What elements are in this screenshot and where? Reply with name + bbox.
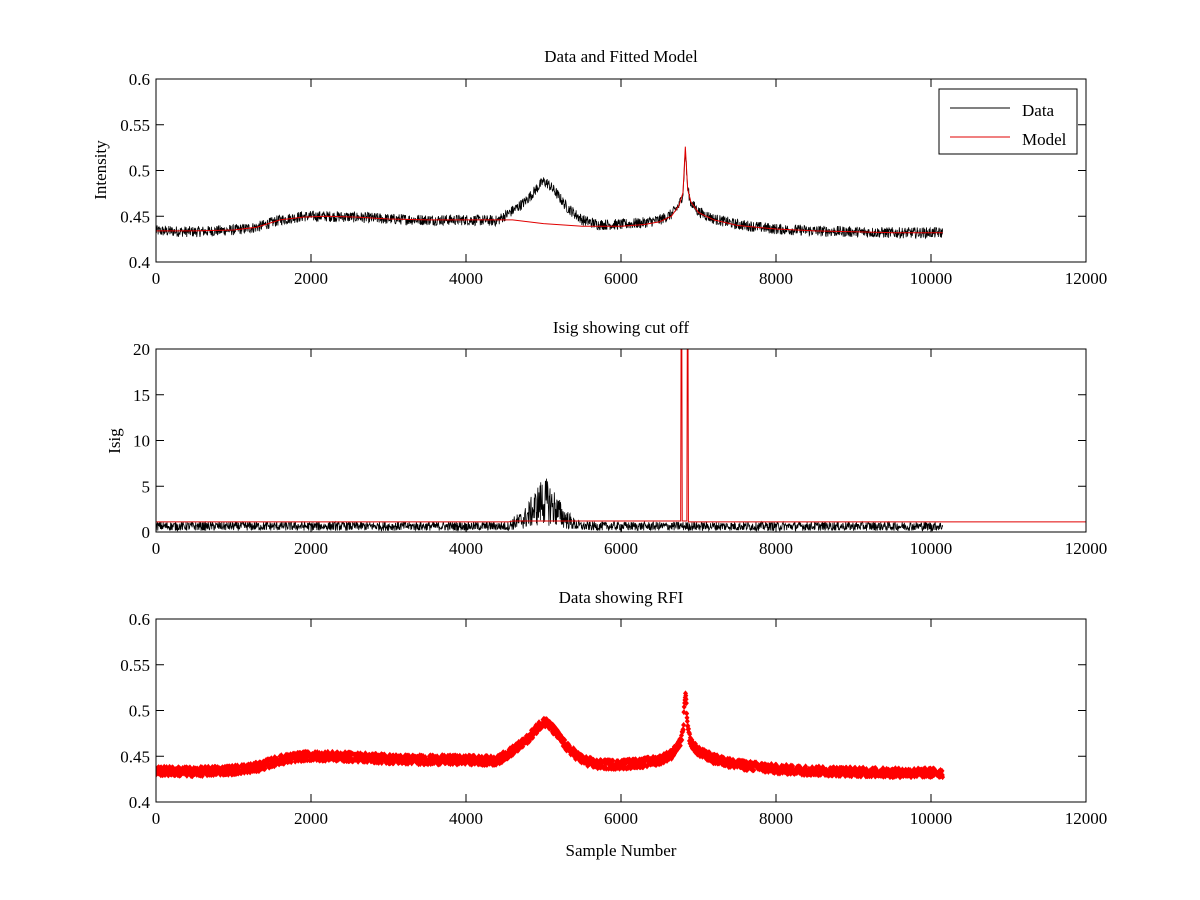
data-marker — [627, 756, 632, 763]
x-tick-label: 8000 — [759, 269, 793, 288]
data-marker — [683, 700, 689, 707]
x-tick-label: 10000 — [910, 809, 953, 828]
series-model-line — [156, 146, 943, 234]
data-marker — [790, 763, 796, 769]
legend-label-model: Model — [1022, 130, 1067, 149]
x-tick-label: 10000 — [910, 269, 953, 288]
x-tick-label: 8000 — [759, 809, 793, 828]
chart-title: Isig showing cut off — [553, 318, 689, 337]
plot-area — [156, 146, 944, 240]
chart-title: Data showing RFI — [559, 588, 684, 607]
x-axis-label: Sample Number — [566, 841, 677, 860]
data-marker — [683, 692, 689, 699]
y-tick-label: 5 — [142, 477, 151, 496]
y-tick-label: 0 — [142, 523, 151, 542]
data-marker — [677, 742, 683, 749]
legend: Data Model — [938, 88, 1078, 155]
data-marker — [686, 725, 691, 732]
x-tick-label: 12000 — [1065, 539, 1108, 558]
y-axis-label: Isig — [105, 428, 124, 454]
x-tick-label: 2000 — [294, 269, 328, 288]
x-tick-label: 6000 — [604, 809, 638, 828]
data-marker — [562, 737, 568, 743]
x-tick-label: 2000 — [294, 809, 328, 828]
x-tick-label: 4000 — [449, 269, 483, 288]
data-marker — [939, 767, 945, 774]
chart-title: Data and Fitted Model — [544, 47, 698, 66]
y-tick-label: 0.45 — [120, 747, 150, 766]
x-tick-label: 12000 — [1065, 809, 1108, 828]
y-axis-label: Intensity — [91, 140, 110, 200]
data-marker — [252, 764, 258, 770]
x-tick-label: 6000 — [604, 269, 638, 288]
plot-area — [156, 349, 1086, 532]
x-tick-label: 4000 — [449, 809, 483, 828]
y-tick-label: 0.55 — [120, 656, 150, 675]
x-tick-label: 0 — [152, 809, 161, 828]
x-tick-label: 4000 — [449, 539, 483, 558]
y-tick-label: 0.45 — [120, 207, 150, 226]
axes: 0 2000 4000 6000 8000 10000 12000 0.4 0.45 0.5 0.5… — [120, 70, 1107, 288]
series-isig-band-line — [156, 478, 944, 532]
data-marker — [680, 726, 686, 733]
x-tick-label: 12000 — [1065, 269, 1108, 288]
y-tick-label: 0.55 — [120, 116, 150, 135]
x-tick-label: 0 — [152, 539, 161, 558]
y-tick-label: 0.5 — [129, 702, 150, 721]
series-rfi-markers — [156, 690, 946, 781]
x-tick-label: 2000 — [294, 539, 328, 558]
x-tick-label: 8000 — [759, 539, 793, 558]
chart-panel-data-showing-rfi: Data showing RFI Sample Number 0 2000 4000… — [120, 588, 1107, 860]
data-marker — [751, 767, 757, 774]
x-tick-label: 0 — [152, 269, 161, 288]
y-tick-label: 0.4 — [129, 253, 151, 272]
y-tick-label: 0.6 — [129, 610, 150, 629]
y-tick-label: 10 — [133, 432, 150, 451]
data-marker — [679, 737, 685, 743]
legend-box — [938, 88, 1078, 155]
data-marker — [683, 696, 689, 703]
chart-panel-data-and-fitted-model: Data and Fitted Model Intensity 0 2000 400… — [91, 47, 1107, 288]
data-marker — [940, 774, 946, 781]
axes: 0 2000 4000 6000 8000 10000 12000 0 5 10 15 20 — [133, 340, 1107, 558]
y-tick-label: 15 — [133, 386, 150, 405]
chart-panel-isig-showing-cut-off: Isig showing cut off Isig 0 2000 4000 6000 8… — [105, 318, 1107, 558]
y-tick-label: 0.4 — [129, 793, 151, 812]
series-1-line — [156, 349, 1086, 523]
series-data-line — [156, 153, 944, 240]
legend-label-data: Data — [1022, 101, 1055, 120]
data-marker — [610, 757, 616, 764]
y-tick-label: 20 — [133, 340, 150, 359]
data-marker — [684, 710, 690, 717]
data-marker — [681, 722, 687, 728]
axes: 0 2000 4000 6000 8000 10000 12000 0.4 0.45 0.5 0.5… — [120, 610, 1107, 828]
data-marker — [684, 714, 690, 721]
y-tick-label: 0.5 — [129, 162, 150, 181]
x-tick-label: 6000 — [604, 539, 638, 558]
plot-area — [156, 690, 946, 781]
data-marker — [684, 718, 690, 725]
data-marker — [681, 703, 687, 710]
x-tick-label: 10000 — [910, 539, 953, 558]
y-tick-label: 0.6 — [129, 70, 150, 89]
